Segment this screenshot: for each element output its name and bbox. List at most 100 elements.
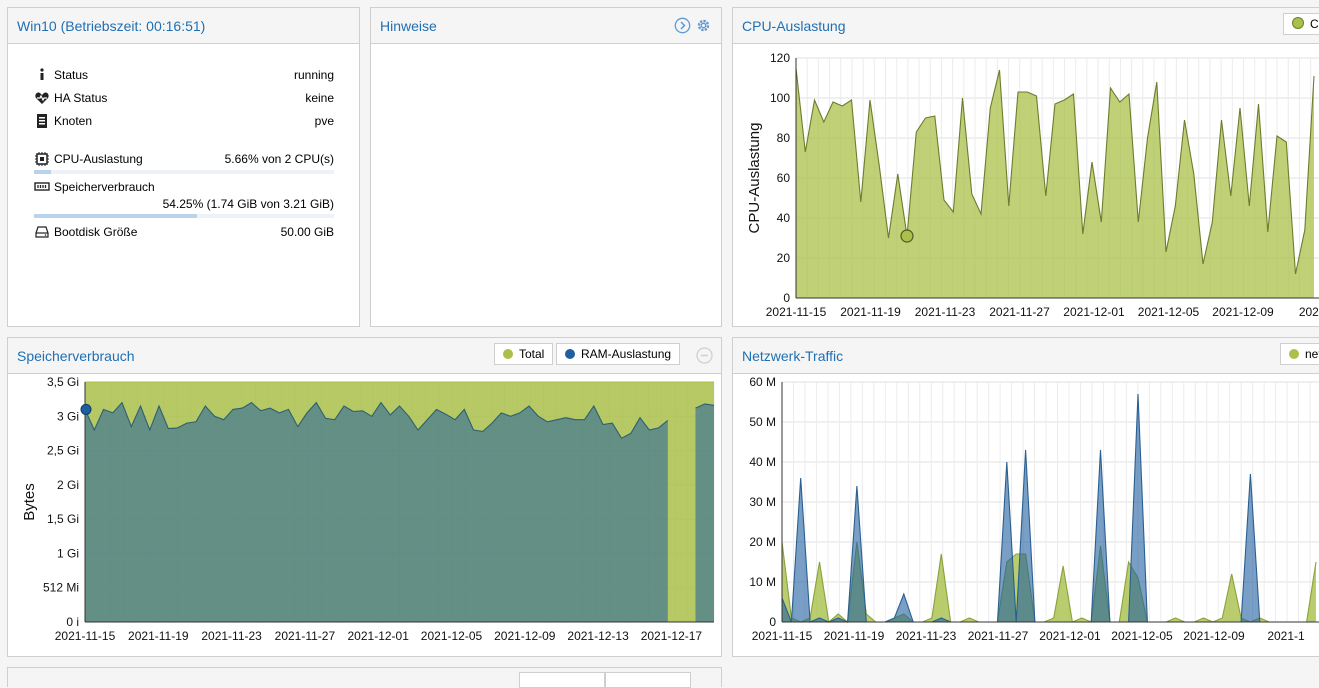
network-chart-header: Netzwerk-Traffic net bbox=[733, 338, 1319, 374]
y-tick-label: 2,5 Gi bbox=[47, 444, 79, 458]
heartbeat-icon bbox=[34, 90, 50, 106]
bottom-legend-button-2[interactable] bbox=[605, 672, 691, 688]
memory-value: 54.25% (1.74 GiB von 3.21 GiB) bbox=[162, 197, 334, 211]
cpu-progress-bar bbox=[34, 170, 334, 174]
y-axis-title: Bytes bbox=[21, 483, 38, 521]
memory-chart-title: Speicherverbrauch bbox=[17, 348, 135, 364]
y-tick-label: 0 bbox=[783, 291, 790, 305]
x-tick-label: 2021-11-19 bbox=[824, 629, 885, 643]
x-tick-label: 2021-12-09 bbox=[1212, 305, 1274, 319]
y-tick-label: 120 bbox=[770, 51, 790, 65]
network-chart-title: Netzwerk-Traffic bbox=[742, 348, 844, 364]
y-tick-label: 0 i bbox=[66, 615, 79, 629]
notes-panel: Hinweise bbox=[370, 7, 722, 327]
total-legend-button[interactable]: Total bbox=[494, 343, 554, 365]
network-chart: 0 10 M 20 M 30 M 40 M 50 M 60 M 2021-11-15 2021-… bbox=[749, 375, 1319, 643]
legend-dot bbox=[503, 349, 513, 359]
memory-chart: 0 i 512 Mi 1 Gi 1,5 Gi 2 Gi 2,5 Gi 3 Gi 3,5 Gi 2… bbox=[21, 375, 715, 643]
cpu-legend-button[interactable]: CP bbox=[1283, 13, 1319, 35]
ha-status-value: keine bbox=[305, 91, 334, 105]
legend-dot bbox=[1289, 349, 1299, 359]
y-tick-label: 10 M bbox=[749, 575, 776, 589]
y-tick-label: 1 Gi bbox=[57, 546, 79, 560]
memory-chart-panel: Speicherverbrauch Total RAM-Auslastung 0… bbox=[7, 337, 722, 657]
status-panel-title: Win10 (Betriebszeit: 00:16:51) bbox=[17, 18, 206, 34]
series-line bbox=[795, 67, 1315, 275]
cpu-chart-header: CPU-Auslastung CP bbox=[733, 8, 1319, 44]
memory-icon bbox=[34, 179, 50, 195]
highlight-marker bbox=[80, 403, 92, 415]
x-tick-label: 2021-12-05 bbox=[1111, 629, 1173, 643]
notes-panel-header: Hinweise bbox=[371, 8, 721, 44]
x-tick-label: 2021-1 bbox=[1267, 629, 1305, 643]
x-tick-label: 2021-11-15 bbox=[55, 629, 116, 643]
cpu-legend-label: CP bbox=[1310, 17, 1319, 31]
y-tick-label: 40 M bbox=[749, 455, 776, 469]
node-row: Knoten pve bbox=[34, 113, 334, 129]
series-area bbox=[796, 68, 1314, 298]
series-area bbox=[695, 403, 714, 622]
x-tick-label: 2021-11-23 bbox=[915, 305, 976, 319]
status-label: Status bbox=[54, 68, 89, 82]
status-value: running bbox=[293, 68, 334, 82]
x-tick-label: 2021-11-15 bbox=[752, 629, 813, 643]
y-tick-label: 1,5 Gi bbox=[47, 512, 79, 526]
cpu-chip-icon bbox=[34, 151, 50, 167]
y-tick-label: 30 M bbox=[749, 495, 776, 509]
chevron-right-circle-icon[interactable] bbox=[674, 17, 691, 34]
x-tick-label: 2021-11-19 bbox=[128, 629, 189, 643]
memory-chart-header: Speicherverbrauch Total RAM-Auslastung bbox=[8, 338, 721, 374]
x-tick-label: 2021-12-01 bbox=[1063, 305, 1125, 319]
x-tick-label: 2021-11-27 bbox=[275, 629, 336, 643]
x-tick-label: 2021-11-23 bbox=[896, 629, 957, 643]
network-chart-panel: Netzwerk-Traffic net 0 10 M 20 M 30 M 40 M 50… bbox=[732, 337, 1319, 657]
cpu-row: CPU-Auslastung 5.66% von 2 CPU(s) bbox=[34, 151, 334, 167]
y-tick-label: 40 bbox=[777, 211, 791, 225]
legend-dot bbox=[565, 349, 575, 359]
net-legend-button[interactable]: net bbox=[1280, 343, 1319, 365]
y-tick-label: 20 M bbox=[749, 535, 776, 549]
memory-label: Speicherverbrauch bbox=[54, 180, 155, 194]
x-tick-label: 2021-12-17 bbox=[641, 629, 703, 643]
server-icon bbox=[34, 113, 50, 129]
memory-value-row: 54.25% (1.74 GiB von 3.21 GiB) bbox=[34, 196, 334, 212]
highlight-marker bbox=[900, 229, 914, 243]
series-line bbox=[84, 401, 669, 439]
bottom-legend-button-1[interactable] bbox=[519, 672, 605, 688]
y-axis-title: CPU-Auslastung bbox=[746, 123, 763, 234]
series-line bbox=[781, 541, 1317, 624]
ram-legend-button[interactable]: RAM-Auslastung bbox=[556, 343, 681, 365]
x-tick-label: 2021-12-01 bbox=[348, 629, 410, 643]
cpu-chart: 0 20 40 60 80 100 120 2021-11-15 2021-11-19 2021-… bbox=[746, 51, 1319, 319]
x-tick-label: 2021-11-19 bbox=[840, 305, 901, 319]
gear-icon[interactable] bbox=[695, 17, 712, 34]
ha-status-row: HA Status keine bbox=[34, 90, 334, 106]
total-legend-label: Total bbox=[519, 347, 545, 361]
y-tick-label: 512 Mi bbox=[43, 581, 79, 595]
status-row: Status running bbox=[34, 67, 334, 83]
x-tick-label: 2021-12-09 bbox=[1183, 629, 1245, 643]
bootdisk-label: Bootdisk Größe bbox=[54, 225, 138, 239]
notes-panel-title: Hinweise bbox=[380, 18, 437, 34]
memory-progress-bar bbox=[34, 214, 334, 218]
cpu-label: CPU-Auslastung bbox=[54, 152, 143, 166]
x-tick-label: 2021-11-23 bbox=[201, 629, 262, 643]
x-tick-label: 2021-11-27 bbox=[989, 305, 1050, 319]
legend-dot bbox=[1292, 17, 1304, 29]
x-tick-label: 2021-11-15 bbox=[766, 305, 827, 319]
bootdisk-value: 50.00 GiB bbox=[280, 225, 334, 239]
undo-zoom-icon[interactable] bbox=[696, 347, 713, 364]
y-tick-label: 20 bbox=[777, 251, 791, 265]
y-tick-label: 60 M bbox=[749, 375, 776, 389]
ha-status-label: HA Status bbox=[54, 91, 108, 105]
node-value: pve bbox=[314, 114, 334, 128]
status-panel: Win10 (Betriebszeit: 00:16:51) Status ru… bbox=[7, 7, 360, 327]
ram-legend-label: RAM-Auslastung bbox=[581, 347, 672, 361]
y-tick-label: 2 Gi bbox=[57, 478, 79, 492]
memory-row: Speicherverbrauch bbox=[34, 179, 334, 195]
cpu-chart-title: CPU-Auslastung bbox=[742, 18, 846, 34]
status-panel-header: Win10 (Betriebszeit: 00:16:51) bbox=[8, 8, 359, 44]
x-tick-label: 2021-12-01 bbox=[1039, 629, 1101, 643]
y-tick-label: 60 bbox=[777, 171, 791, 185]
cpu-value: 5.66% von 2 CPU(s) bbox=[224, 152, 334, 166]
